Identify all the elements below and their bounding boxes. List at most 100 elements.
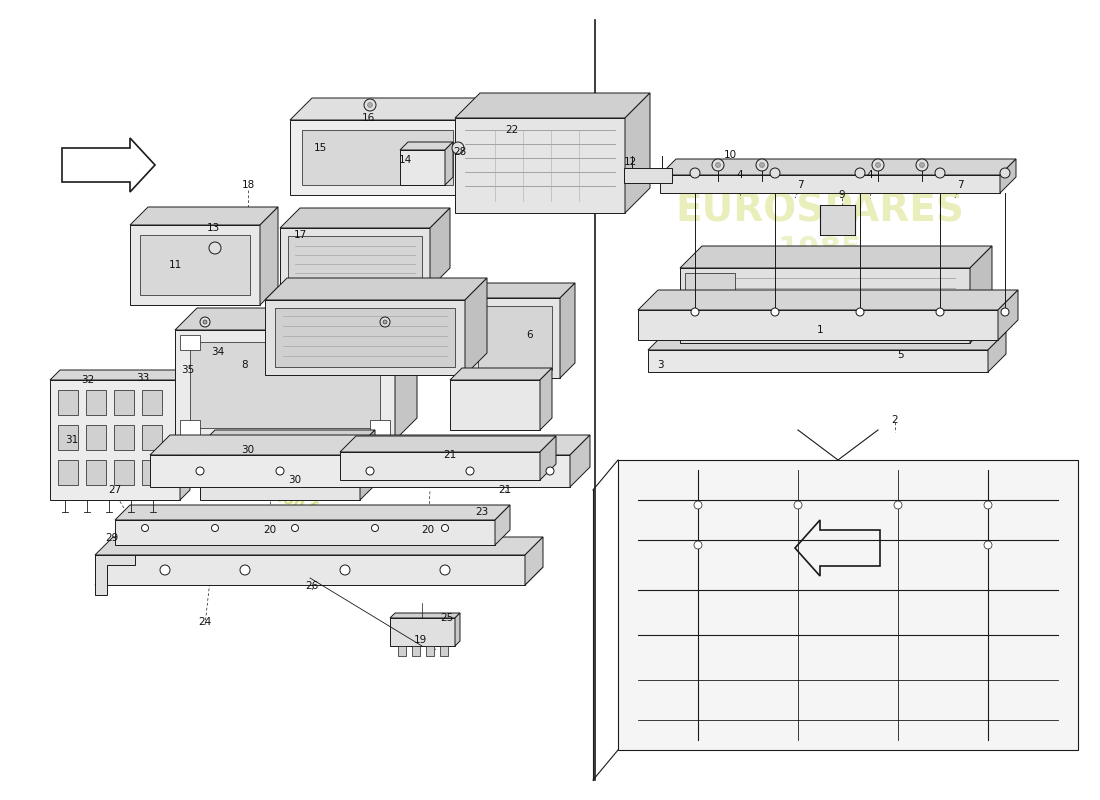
Circle shape: [1001, 308, 1009, 316]
Polygon shape: [450, 368, 552, 380]
Polygon shape: [200, 445, 360, 500]
Text: 5: 5: [896, 350, 903, 360]
Polygon shape: [290, 120, 465, 195]
Polygon shape: [412, 646, 420, 656]
Circle shape: [894, 501, 902, 509]
Circle shape: [379, 317, 390, 327]
Polygon shape: [470, 283, 575, 298]
Circle shape: [383, 320, 387, 324]
Text: 30: 30: [288, 475, 301, 485]
Circle shape: [756, 159, 768, 171]
Polygon shape: [288, 236, 422, 280]
Text: 1: 1: [816, 325, 823, 335]
Text: 7: 7: [957, 180, 964, 190]
Polygon shape: [180, 335, 200, 350]
Circle shape: [367, 102, 373, 107]
Polygon shape: [648, 350, 988, 372]
Circle shape: [440, 565, 450, 575]
Circle shape: [200, 317, 210, 327]
Circle shape: [160, 565, 170, 575]
Polygon shape: [465, 278, 487, 375]
Polygon shape: [275, 308, 455, 367]
Polygon shape: [260, 207, 278, 305]
Polygon shape: [455, 93, 650, 118]
Circle shape: [855, 168, 865, 178]
Polygon shape: [540, 436, 556, 480]
Polygon shape: [660, 159, 1016, 175]
Polygon shape: [430, 208, 450, 288]
Polygon shape: [618, 460, 1078, 750]
Polygon shape: [175, 308, 417, 330]
Polygon shape: [114, 460, 134, 485]
Text: a passion for parts since 1985: a passion for parts since 1985: [224, 473, 475, 567]
Text: 15: 15: [314, 143, 327, 153]
Text: 32: 32: [81, 375, 95, 385]
Polygon shape: [398, 646, 406, 656]
Polygon shape: [265, 278, 487, 300]
Polygon shape: [116, 520, 495, 545]
Circle shape: [920, 162, 924, 167]
Polygon shape: [455, 613, 460, 646]
Text: 4: 4: [867, 170, 873, 180]
Text: 34: 34: [211, 347, 224, 357]
Polygon shape: [190, 342, 380, 428]
Text: 1985: 1985: [778, 235, 862, 265]
Text: 30: 30: [241, 445, 254, 455]
Circle shape: [690, 168, 700, 178]
Text: 35: 35: [182, 365, 195, 375]
Text: 7: 7: [796, 180, 803, 190]
Polygon shape: [440, 646, 448, 656]
Polygon shape: [998, 290, 1018, 340]
Polygon shape: [370, 335, 390, 350]
Circle shape: [794, 501, 802, 509]
Polygon shape: [142, 425, 162, 450]
Polygon shape: [390, 618, 455, 646]
Text: 20: 20: [263, 525, 276, 535]
Polygon shape: [478, 306, 552, 370]
Polygon shape: [1000, 159, 1016, 193]
Polygon shape: [390, 613, 460, 618]
Polygon shape: [140, 235, 250, 295]
Polygon shape: [455, 118, 625, 213]
Polygon shape: [624, 168, 672, 183]
Polygon shape: [400, 142, 453, 150]
Text: 10: 10: [724, 150, 737, 160]
Text: 2: 2: [892, 415, 899, 425]
Polygon shape: [58, 460, 78, 485]
Text: 28: 28: [453, 147, 466, 157]
Circle shape: [292, 525, 298, 531]
Polygon shape: [95, 537, 543, 555]
Circle shape: [1000, 168, 1010, 178]
Polygon shape: [820, 205, 855, 235]
Polygon shape: [290, 98, 487, 120]
Circle shape: [452, 142, 464, 154]
Polygon shape: [86, 460, 106, 485]
Circle shape: [984, 501, 992, 509]
Text: 8: 8: [242, 360, 249, 370]
Polygon shape: [142, 460, 162, 485]
Text: 25: 25: [440, 613, 453, 623]
Text: EUROSPARES: EUROSPARES: [675, 191, 965, 229]
Polygon shape: [200, 430, 375, 445]
Circle shape: [694, 501, 702, 509]
Text: 21: 21: [498, 485, 512, 495]
Text: 12: 12: [624, 157, 637, 167]
Circle shape: [466, 467, 474, 475]
Polygon shape: [988, 332, 1007, 372]
Text: 24: 24: [198, 617, 211, 627]
Polygon shape: [638, 310, 998, 340]
Text: 3: 3: [657, 360, 663, 370]
Polygon shape: [370, 420, 390, 435]
Text: 13: 13: [207, 223, 220, 233]
Polygon shape: [680, 268, 970, 343]
Text: 19: 19: [414, 635, 427, 645]
Polygon shape: [525, 537, 543, 585]
Text: 6: 6: [527, 330, 534, 340]
Polygon shape: [150, 455, 570, 487]
Polygon shape: [340, 436, 556, 452]
Circle shape: [142, 525, 148, 531]
Circle shape: [916, 159, 928, 171]
Polygon shape: [540, 368, 552, 430]
Circle shape: [876, 162, 880, 167]
Polygon shape: [446, 142, 453, 185]
